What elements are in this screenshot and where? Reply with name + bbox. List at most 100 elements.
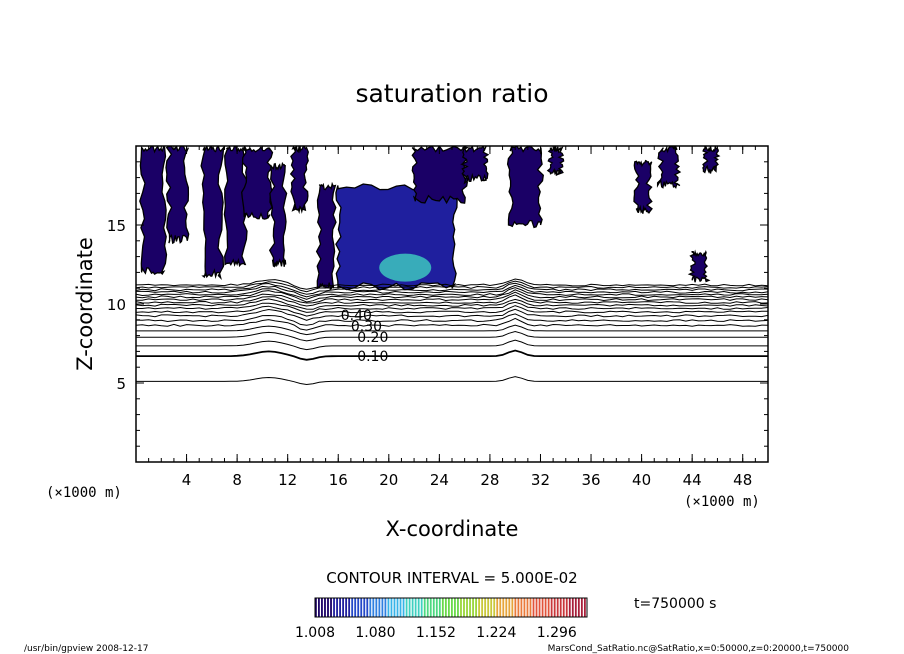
colorbar-swatch (438, 598, 441, 617)
contour-line (136, 308, 768, 321)
colorbar-swatch (520, 598, 523, 617)
supersaturated-region (411, 146, 468, 205)
colorbar-swatch (447, 598, 450, 617)
colorbar-swatch (463, 598, 465, 617)
contour-line (136, 280, 768, 293)
colorbar-swatch (327, 598, 329, 617)
x-tick-label: 20 (379, 471, 398, 489)
colorbar-swatch (330, 598, 332, 617)
contour-line (136, 287, 768, 300)
x-tick-label: 24 (430, 471, 449, 489)
colorbar-swatch (408, 598, 411, 617)
supersaturated-region (546, 146, 565, 176)
colorbar-swatch (405, 598, 408, 617)
colorbar-swatch (375, 598, 378, 617)
colorbar-swatch (538, 598, 541, 617)
x-tick-label: 8 (232, 471, 242, 489)
x-tick-label: 32 (531, 471, 550, 489)
contour-line (136, 289, 768, 303)
plot-area: 0.100.200.300.40 4 8 12 16 20 24 28 32 36 40 44 48 … (107, 145, 769, 489)
supersaturated-region (702, 146, 721, 174)
x-axis-ticks: 4 8 12 16 20 24 28 32 36 40 44 48 (148, 146, 756, 489)
x-tick-label: 44 (683, 471, 702, 489)
contour-line (136, 330, 768, 342)
colorbar-swatch (475, 598, 477, 617)
y-tick-label: 5 (116, 375, 126, 393)
colorbar-swatch (559, 598, 562, 617)
colorbar-tick-label: 1.008 (295, 625, 335, 641)
colorbar-swatch (354, 598, 357, 617)
supersaturated-region (223, 146, 249, 268)
contour-line (136, 294, 768, 307)
colorbar-swatch (514, 598, 517, 617)
colorbar-swatch (381, 598, 384, 617)
colorbar-swatch (487, 598, 490, 617)
x-tick-label: 4 (182, 471, 192, 489)
colorbar-swatch (390, 598, 393, 617)
colorbar-swatch (345, 598, 348, 617)
colorbar-swatch (457, 598, 459, 617)
colorbar-swatch (351, 598, 354, 617)
colorbar-swatch (484, 598, 487, 617)
colorbar-swatch (333, 598, 335, 617)
colorbar-swatch (493, 598, 496, 617)
colorbar-swatch (315, 598, 317, 617)
colorbar-swatch (553, 598, 556, 617)
contour-line (136, 282, 768, 295)
colorbar-swatch (348, 598, 351, 617)
colorbar-swatch (441, 598, 444, 617)
colorbar-swatch (396, 598, 399, 617)
y-axis-label: Z-coordinate (73, 237, 97, 371)
peak-region (379, 253, 432, 282)
colorbar-swatch (318, 598, 320, 617)
contour-label: 0.20 (357, 330, 388, 346)
time-label: t=750000 s (634, 596, 716, 612)
colorbar-swatch (574, 598, 577, 617)
colorbar-swatch (384, 598, 387, 617)
contour-labels-layer: 0.10 0.200.300.40 (341, 308, 389, 365)
contour-line (136, 317, 768, 331)
colorbar-swatch (435, 598, 438, 617)
x-tick-label: 40 (632, 471, 651, 489)
colorbar-swatch (387, 598, 390, 617)
colorbar-swatch (426, 598, 429, 617)
colorbar-tick-label: 1.152 (416, 625, 456, 641)
supersaturated-region (687, 249, 711, 283)
footer-right-text: MarsCond_SatRatio.nc@SatRatio,x=0:50000,… (548, 644, 850, 654)
footer-left-text: /usr/bin/gpview 2008-12-17 (24, 644, 148, 654)
x-tick-label: 12 (278, 471, 297, 489)
colorbar-swatch (472, 598, 474, 617)
contour-interval-text: CONTOUR INTERVAL = 5.000E-02 (326, 569, 577, 587)
colorbar-swatch (402, 598, 405, 617)
colorbar-swatch (324, 598, 326, 617)
contour-lines-layer (136, 278, 768, 386)
y-tick-label: 15 (107, 217, 126, 235)
colorbar-swatch (357, 598, 360, 617)
colorbar-swatch (336, 598, 338, 617)
colorbar-swatch (547, 598, 550, 617)
contour-line (136, 298, 768, 310)
x-axis-label: X-coordinate (386, 517, 519, 541)
colorbar-swatch (577, 598, 580, 617)
colorbar-swatch (580, 598, 583, 617)
supersaturated-region (268, 161, 288, 268)
supersaturated-region (460, 146, 490, 185)
colorbar-swatch (529, 598, 532, 617)
colorbar-swatch (511, 598, 514, 617)
contour-line (136, 301, 768, 313)
colorbar-swatch (550, 598, 553, 617)
supersaturated-region (506, 146, 544, 229)
colorbar-swatch (369, 598, 372, 617)
colorbar (314, 597, 588, 618)
x-tick-label: 36 (581, 471, 600, 489)
colorbar-swatch (460, 598, 462, 617)
colorbar-swatch (454, 598, 456, 617)
colorbar-swatch (432, 598, 435, 617)
contour-line (136, 284, 768, 298)
colorbar-swatch (571, 598, 574, 617)
colorbar-swatch (469, 598, 471, 617)
supersaturated-region (241, 146, 274, 220)
colorbar-swatch (496, 598, 499, 617)
colorbar-swatch (478, 598, 481, 617)
